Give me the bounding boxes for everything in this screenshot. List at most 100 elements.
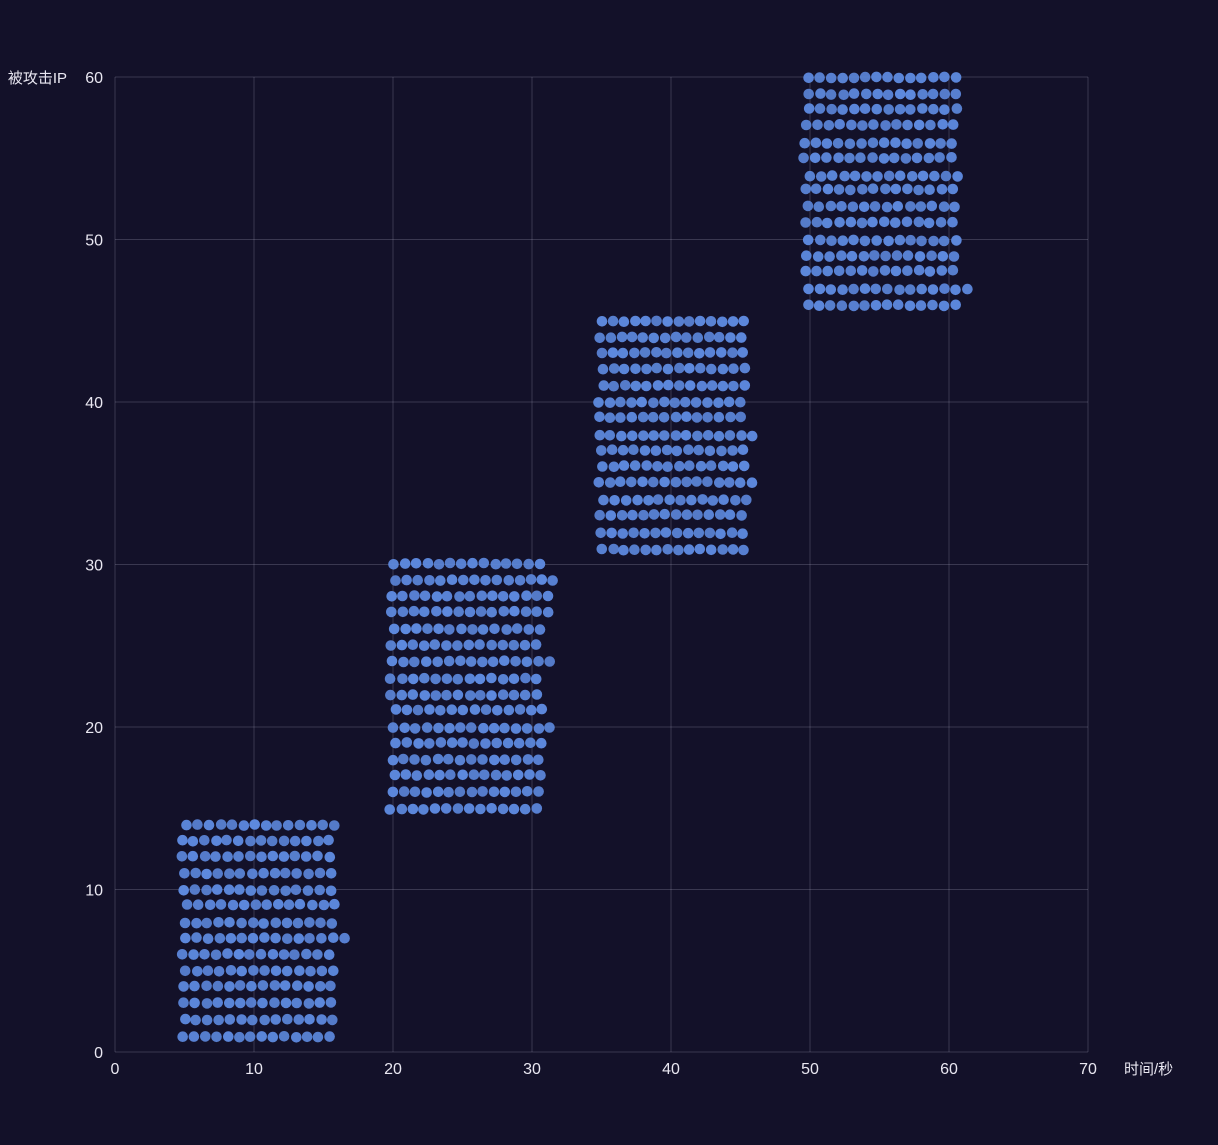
scatter-point (628, 527, 639, 539)
scatter-point (705, 460, 717, 472)
scatter-point (499, 722, 510, 734)
scatter-point (203, 819, 215, 831)
scatter-point (913, 216, 925, 228)
scatter-point (488, 786, 500, 798)
scatter-point (530, 673, 542, 685)
scatter-point (307, 899, 318, 911)
scatter-point (409, 786, 421, 798)
scatter-point (627, 430, 638, 442)
scatter-point (717, 380, 729, 392)
scatter-point (878, 153, 890, 164)
scatter-point (292, 980, 303, 991)
scatter-point (523, 558, 534, 570)
scatter-point (401, 704, 413, 716)
scatter-point (726, 527, 738, 538)
scatter-point (695, 362, 706, 374)
scatter-point (926, 200, 938, 212)
scatter-point (511, 623, 523, 634)
scatter-point (282, 820, 294, 831)
scatter-point (453, 606, 465, 617)
scatter-point (870, 300, 882, 311)
scatter-point (632, 494, 643, 506)
scatter-point (188, 1031, 200, 1042)
scatter-point (952, 171, 963, 182)
scatter-point (643, 495, 654, 506)
scatter-point (939, 283, 950, 295)
scatter-point (464, 673, 476, 685)
scatter-point (324, 1031, 335, 1042)
scatter-point (869, 250, 880, 261)
scatter-point (278, 949, 290, 960)
scatter-point (715, 528, 726, 540)
scatter-point (452, 673, 464, 685)
scatter-point (187, 850, 199, 862)
scatter-point (673, 544, 684, 556)
scatter-point (705, 316, 717, 327)
scatter-point (260, 820, 272, 831)
scatter-point (694, 348, 705, 359)
scatter-point (833, 265, 845, 277)
scatter-point (189, 997, 200, 1009)
scatter-point (398, 753, 409, 765)
scatter-point (432, 656, 444, 668)
scatter-point (502, 737, 514, 749)
scatter-point (492, 705, 503, 716)
scatter-point (424, 704, 435, 715)
scatter-point (432, 786, 444, 798)
scatter-point (674, 380, 685, 391)
scatter-point (270, 932, 281, 944)
scatter-point (913, 264, 925, 276)
scatter-point (915, 72, 927, 84)
scatter-point (327, 1014, 338, 1026)
scatter-point (257, 980, 269, 991)
scatter-point (605, 510, 617, 521)
scatter-point (879, 216, 890, 228)
scatter-point (638, 430, 649, 442)
scatter-point (452, 689, 464, 701)
scatter-point (849, 170, 861, 182)
scatter-point (861, 88, 872, 100)
scatter-point (531, 606, 542, 617)
scatter-point (924, 266, 936, 277)
scatter-point (607, 315, 619, 327)
scatter-point (234, 980, 246, 991)
scatter-point (617, 528, 628, 539)
scatter-point (939, 71, 950, 83)
scatter-point (189, 980, 200, 992)
scatter-point (223, 884, 235, 895)
scatter-point (608, 461, 620, 473)
scatter-point (256, 851, 267, 863)
scatter-point (811, 265, 822, 277)
scatter-point (227, 899, 239, 911)
scatter-point (396, 689, 408, 701)
scatter-point (641, 363, 652, 375)
scatter-point (914, 251, 926, 262)
scatter-point (211, 835, 222, 847)
scatter-point (431, 591, 443, 602)
scatter-point (682, 347, 694, 359)
scatter-point (651, 362, 662, 374)
scatter-point (639, 445, 651, 456)
scatter-point (519, 689, 531, 701)
y-tick-label: 40 (85, 395, 103, 412)
scatter-point (423, 769, 435, 780)
scatter-point (939, 104, 950, 115)
scatter-point (477, 786, 488, 797)
scatter-point (418, 804, 429, 815)
scatter-point (463, 803, 475, 814)
scatter-point (533, 754, 544, 766)
scatter-point (938, 300, 950, 312)
scatter-point (880, 250, 891, 262)
scatter-point (278, 1031, 290, 1042)
scatter-point (486, 639, 498, 651)
scatter-point (737, 347, 748, 358)
x-tick-label: 60 (940, 1061, 958, 1078)
scatter-point (878, 137, 890, 148)
scatter-point (226, 819, 238, 830)
scatter-point (278, 851, 290, 862)
scatter-point (881, 201, 893, 213)
scatter-point (682, 527, 694, 539)
scatter-point (443, 786, 454, 798)
scatter-point (593, 477, 605, 488)
scatter-point (177, 1031, 188, 1042)
